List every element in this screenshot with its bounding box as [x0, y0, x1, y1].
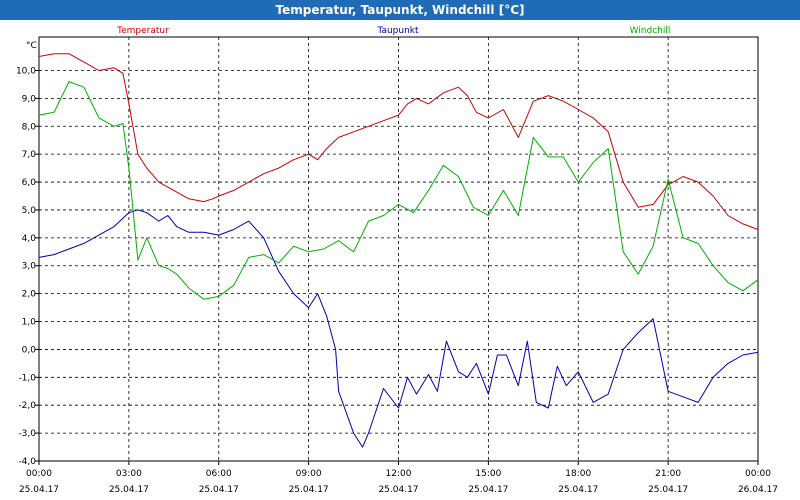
- x-tick-date-label: 25.04.17: [468, 485, 508, 495]
- y-tick-label: 6,0: [22, 178, 37, 188]
- y-tick-label: 0,0: [22, 345, 37, 355]
- line-chart: -4,0 -3,0 -2,0 -1,0 0,0 1,0 2,0 3,0 4,0 5,0 6,0 7,0…: [0, 20, 800, 500]
- y-tick-label: 2,0: [22, 290, 37, 300]
- grid-lines: [39, 37, 758, 462]
- x-tick-time-label: 06:00: [206, 469, 232, 479]
- x-tick-time-label: 21:00: [655, 469, 681, 479]
- x-tick-date-label: 25.04.17: [19, 485, 59, 495]
- legend: Temperatur Taupunkt Windchill: [116, 26, 670, 36]
- y-tick-label: 7,0: [22, 150, 37, 160]
- y-tick-label: 1,0: [22, 318, 37, 328]
- x-tick-time-label: 09:00: [296, 469, 322, 479]
- y-tick-label: 3,0: [22, 262, 37, 272]
- x-tick-time-label: 03:00: [116, 469, 142, 479]
- y-axis-label: °C: [26, 41, 37, 51]
- x-tick-date-label: 26.04.17: [738, 485, 778, 495]
- y-axis-ticks: -4,0 -3,0 -2,0 -1,0 0,0 1,0 2,0 3,0 4,0 5,0 6,0 7,0…: [16, 66, 39, 467]
- y-tick-label: 8,0: [22, 122, 37, 132]
- x-tick-time-label: 18:00: [565, 469, 591, 479]
- y-tick-label: -1,0: [18, 373, 36, 383]
- y-tick-label: -3,0: [18, 429, 36, 439]
- y-tick-label: 4,0: [22, 234, 37, 244]
- x-tick-date-label: 25.04.17: [558, 485, 598, 495]
- x-tick-date-label: 25.04.17: [378, 485, 418, 495]
- y-tick-label: -2,0: [18, 401, 36, 411]
- x-tick-date-label: 25.04.17: [109, 485, 149, 495]
- x-tick-time-label: 00:00: [745, 469, 771, 479]
- series-line-temperatur: [38, 53, 759, 230]
- y-tick-label: 9,0: [22, 94, 37, 104]
- series-line-windchill: [38, 81, 759, 300]
- legend-entry-temperatur: Temperatur: [116, 26, 169, 36]
- window-title: Temperatur, Taupunkt, Windchill [°C]: [0, 0, 800, 20]
- x-tick-time-label: 12:00: [386, 469, 412, 479]
- x-axis-ticks: 00:00 25.04.17 03:00 25.04.17 06:00 25.04.17 0…: [19, 461, 778, 495]
- series-lines: [38, 53, 759, 448]
- y-tick-label: 5,0: [22, 206, 37, 216]
- x-tick-time-label: 00:00: [26, 469, 52, 479]
- x-tick-time-label: 15:00: [475, 469, 501, 479]
- x-tick-date-label: 25.04.17: [648, 485, 688, 495]
- legend-entry-windchill: Windchill: [630, 26, 671, 36]
- y-tick-label: -4,0: [18, 457, 36, 467]
- series-line-taupunkt: [38, 209, 759, 448]
- x-tick-date-label: 25.04.17: [199, 485, 239, 495]
- x-tick-date-label: 25.04.17: [289, 485, 329, 495]
- y-tick-label: 10,0: [16, 66, 36, 76]
- legend-entry-taupunkt: Taupunkt: [376, 26, 419, 36]
